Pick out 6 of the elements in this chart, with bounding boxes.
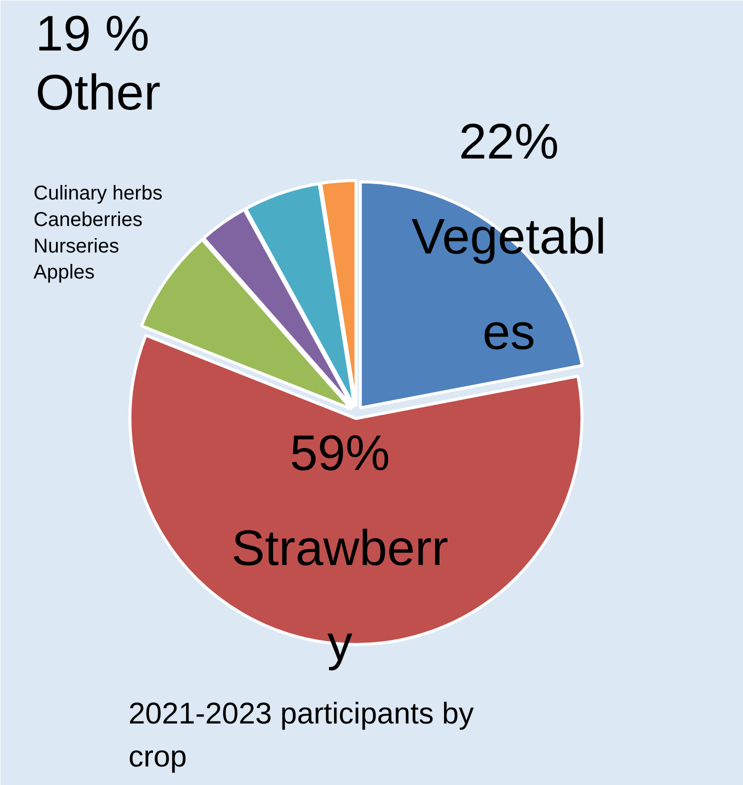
text: Culinary herbs Caneberries Nurseries Apples <box>34 182 162 284</box>
data-label: 59% <box>290 424 390 481</box>
text: 19 % Other <box>36 6 161 120</box>
text: 2021-2023 participants by crop <box>128 698 474 774</box>
slice-label: Vegetables <box>412 208 606 360</box>
data-label: 22% <box>458 113 559 170</box>
